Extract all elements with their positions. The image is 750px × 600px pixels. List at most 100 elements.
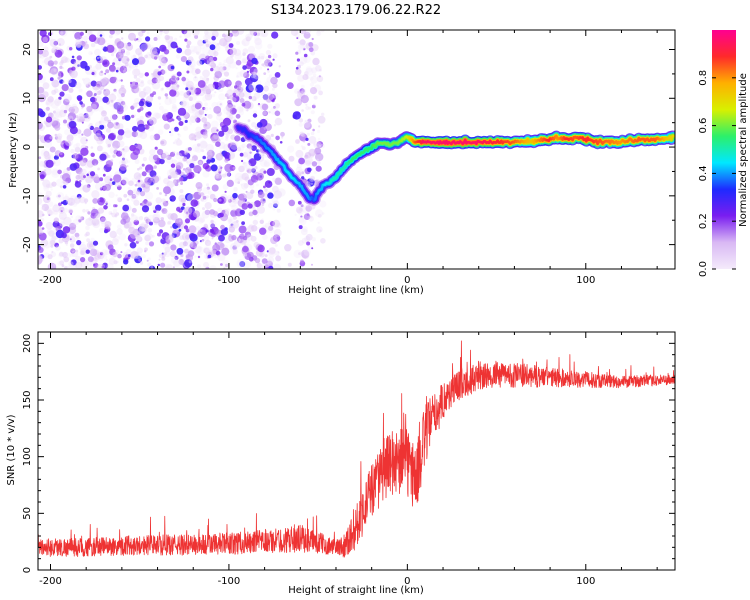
noise-speckle — [115, 194, 118, 197]
noise-speckle — [91, 190, 100, 199]
noise-speckle — [202, 207, 205, 211]
noise-speckle — [214, 173, 222, 181]
noise-speckle — [42, 60, 45, 64]
noise-speckle — [217, 207, 223, 213]
colorbar: 0.00.20.40.60.8 Normalized spectral ampl… — [698, 30, 749, 277]
noise-speckle — [47, 238, 55, 246]
noise-speckle — [60, 60, 64, 64]
noise-speckle — [275, 255, 282, 262]
noise-speckle — [243, 43, 247, 46]
noise-speckle — [164, 34, 170, 41]
noise-speckle — [309, 82, 314, 87]
noise-speckle — [50, 240, 56, 246]
noise-speckle — [62, 226, 71, 234]
noise-speckle — [45, 159, 54, 168]
noise-speckle — [208, 251, 212, 256]
noise-speckle — [232, 92, 237, 97]
noise-speckle — [188, 96, 194, 101]
noise-speckle — [193, 64, 196, 67]
noise-speckle — [267, 70, 270, 73]
noise-speckle — [45, 106, 50, 111]
noise-speckle — [236, 75, 240, 79]
noise-speckle — [51, 50, 55, 53]
noise-speckle — [250, 235, 257, 242]
noise-speckle — [238, 193, 247, 202]
noise-speckle — [118, 233, 126, 241]
noise-speckle — [215, 114, 222, 121]
noise-speckle — [215, 154, 219, 158]
noise-speckle — [169, 132, 174, 137]
noise-speckle — [111, 238, 119, 246]
noise-speckle — [67, 197, 76, 206]
noise-speckle — [74, 146, 81, 153]
noise-speckle — [102, 173, 106, 177]
noise-speckle — [271, 31, 279, 39]
noise-speckle — [249, 30, 257, 36]
noise-speckle — [142, 88, 146, 92]
noise-speckle — [56, 195, 59, 198]
noise-speckle — [44, 199, 47, 202]
noise-speckle — [297, 200, 302, 205]
noise-speckle — [113, 90, 118, 94]
noise-speckle — [68, 208, 74, 214]
noise-speckle — [172, 151, 176, 154]
noise-speckle — [195, 68, 201, 75]
noise-speckle — [122, 90, 126, 94]
noise-speckle — [316, 30, 322, 36]
noise-speckle — [57, 76, 62, 81]
noise-speckle — [46, 153, 54, 161]
noise-speckle — [137, 31, 141, 35]
noise-speckle — [270, 76, 278, 85]
noise-speckle — [74, 232, 80, 238]
noise-speckle — [72, 201, 78, 207]
noise-speckle — [38, 225, 43, 234]
noise-speckle — [189, 123, 192, 126]
noise-speckle — [311, 237, 316, 242]
noise-speckle — [167, 175, 172, 180]
noise-speckle — [63, 98, 70, 106]
noise-speckle — [107, 154, 111, 159]
noise-speckle — [207, 114, 213, 119]
noise-speckle — [47, 60, 55, 67]
noise-speckle — [196, 60, 203, 66]
noise-speckle — [179, 90, 185, 96]
noise-speckle — [83, 198, 89, 203]
noise-speckle — [216, 63, 224, 71]
noise-speckle — [260, 30, 269, 38]
noise-speckle — [49, 77, 54, 82]
noise-speckle — [161, 208, 168, 214]
noise-speckle — [299, 30, 307, 35]
noise-speckle — [54, 125, 61, 131]
noise-speckle — [72, 233, 76, 237]
noise-speckle — [38, 226, 43, 234]
noise-speckle — [256, 122, 263, 128]
noise-speckle — [316, 160, 321, 165]
noise-speckle — [46, 228, 53, 235]
noise-speckle — [160, 217, 164, 221]
noise-speckle — [79, 159, 87, 167]
noise-speckle — [206, 77, 210, 81]
noise-speckle — [223, 59, 228, 63]
noise-speckle — [313, 103, 316, 106]
noise-speckle — [162, 243, 169, 250]
noise-speckle — [137, 231, 140, 234]
noise-speckle — [199, 59, 205, 65]
noise-speckle — [222, 173, 226, 178]
noise-speckle — [112, 154, 116, 158]
noise-speckle — [58, 72, 64, 78]
noise-speckle — [190, 87, 194, 90]
noise-speckle — [178, 194, 186, 203]
noise-speckle — [228, 218, 233, 223]
noise-speckle — [297, 90, 300, 94]
noise-speckle — [179, 235, 185, 241]
noise-speckle — [203, 261, 210, 268]
noise-speckle — [141, 30, 146, 34]
noise-speckle — [70, 248, 75, 253]
noise-speckle — [70, 259, 77, 266]
noise-speckle — [76, 240, 82, 246]
noise-speckle — [224, 163, 233, 173]
y-tick-label: 200 — [22, 334, 33, 353]
noise-speckle — [197, 264, 201, 269]
noise-speckle — [312, 128, 315, 132]
noise-speckle — [170, 36, 174, 40]
